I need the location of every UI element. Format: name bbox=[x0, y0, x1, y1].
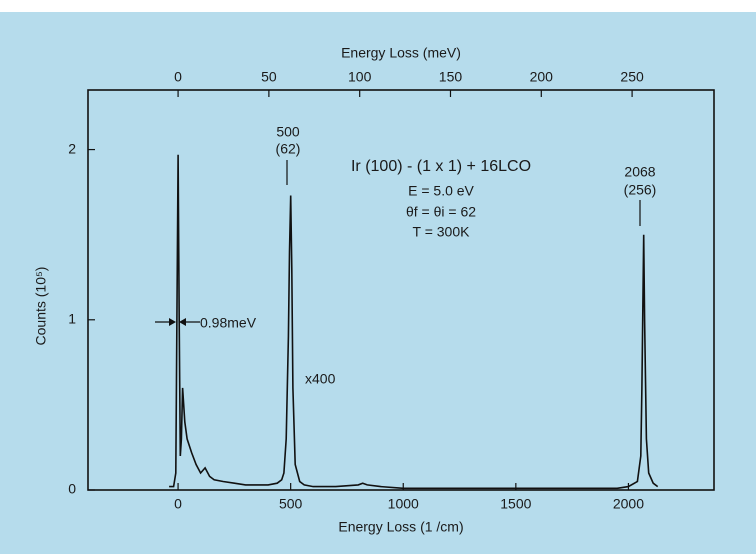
x2-tick-label: 250 bbox=[620, 69, 644, 85]
annotation: 500 bbox=[276, 124, 300, 140]
x-tick-label: 1500 bbox=[500, 496, 531, 512]
x-tick-label: 500 bbox=[279, 496, 303, 512]
x-tick-label: 0 bbox=[174, 496, 182, 512]
x2-tick-label: 0 bbox=[174, 69, 182, 85]
annotation: (62) bbox=[276, 141, 301, 157]
x2-axis-title: Energy Loss (meV) bbox=[341, 45, 461, 61]
x2-tick-label: 50 bbox=[261, 69, 277, 85]
x-tick-label: 2000 bbox=[613, 496, 644, 512]
annotation: x400 bbox=[305, 371, 336, 387]
y-tick-label: 1 bbox=[68, 310, 76, 326]
annotation: E = 5.0 eV bbox=[408, 183, 474, 199]
y-tick-label: 0 bbox=[68, 481, 76, 497]
y-axis-title: Counts (10⁵) bbox=[33, 267, 49, 346]
x2-tick-label: 100 bbox=[348, 69, 372, 85]
x-axis-title: Energy Loss (1 /cm) bbox=[338, 519, 463, 535]
x-tick-label: 1000 bbox=[388, 496, 419, 512]
x2-tick-label: 200 bbox=[530, 69, 554, 85]
annotation: 0.98meV bbox=[200, 315, 257, 331]
annotation: T = 300K bbox=[413, 224, 471, 240]
arrow-head bbox=[169, 318, 176, 326]
spectrum-line bbox=[169, 154, 659, 490]
plot-frame bbox=[87, 89, 715, 491]
annotation: (256) bbox=[624, 182, 657, 198]
y-tick-label: 2 bbox=[68, 140, 76, 156]
arrow-head bbox=[179, 318, 186, 326]
annotation: Ir (100) - (1 x 1) + 16LCO bbox=[351, 158, 531, 175]
annotation: θf = θi = 62 bbox=[406, 204, 476, 220]
figure-background bbox=[0, 12, 756, 554]
annotation: 2068 bbox=[624, 164, 655, 180]
x2-tick-label: 150 bbox=[439, 69, 463, 85]
